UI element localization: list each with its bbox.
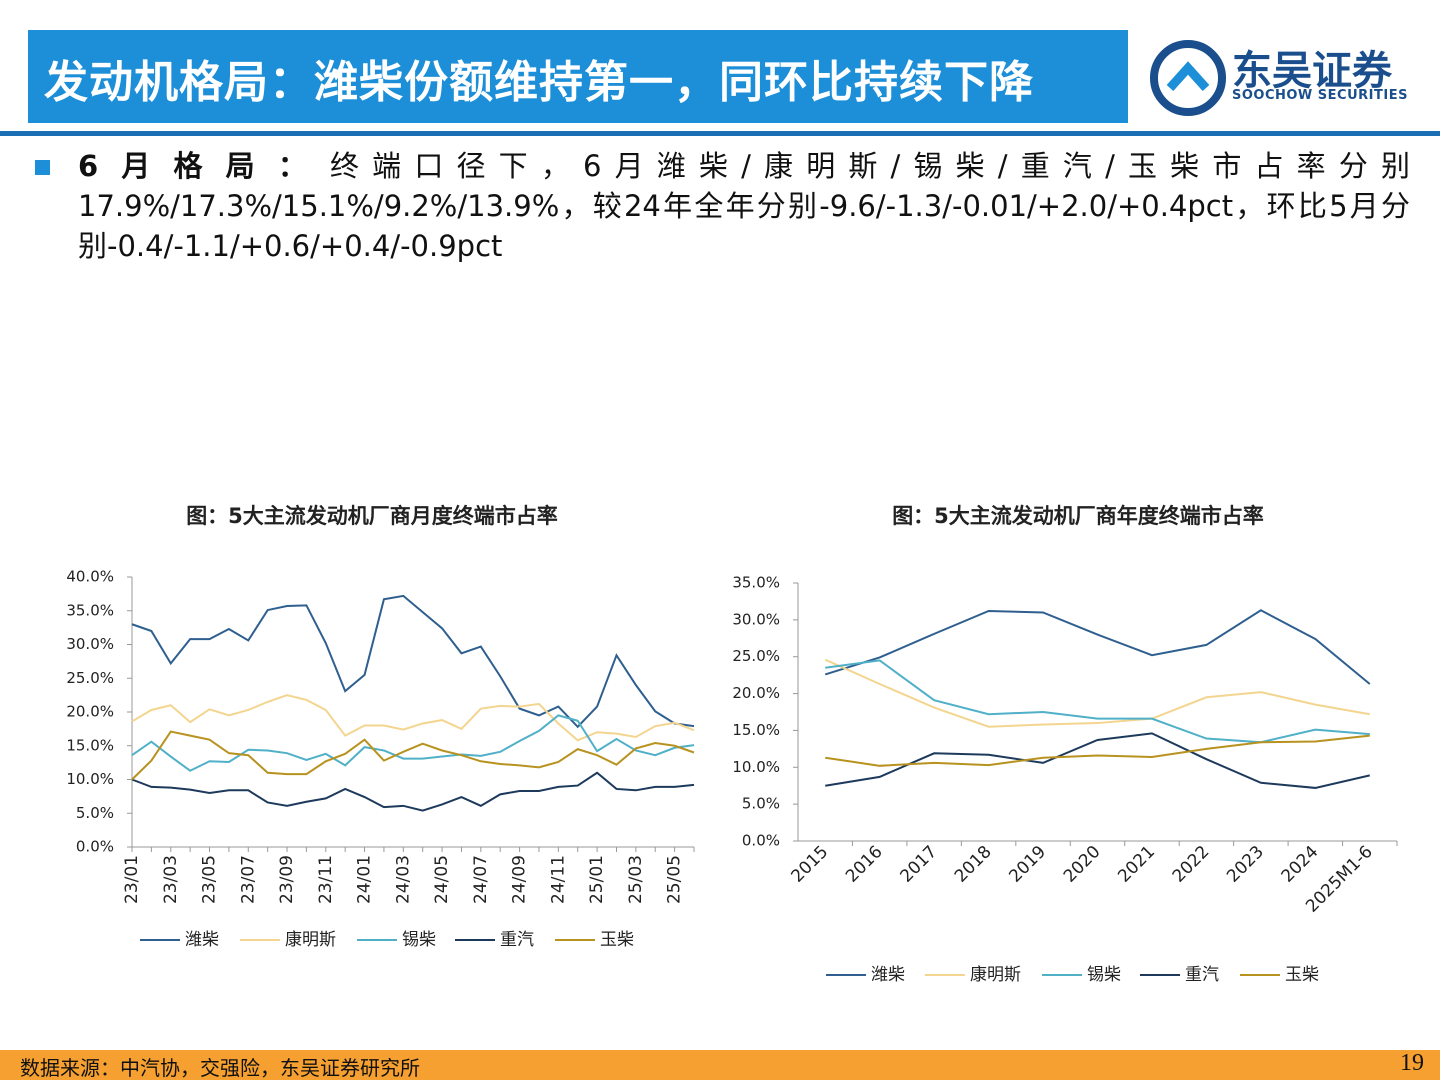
- x-tick-label: 2021: [1114, 842, 1159, 887]
- series-line: [824, 658, 1370, 728]
- y-tick-label: 5.0%: [76, 804, 114, 822]
- series-line: [825, 734, 1370, 767]
- x-tick-label: 24/05: [432, 855, 452, 904]
- footer-bar: [0, 1050, 1440, 1080]
- legend-label: 重汽: [500, 930, 534, 950]
- y-tick-label: 30.0%: [66, 635, 114, 653]
- y-tick-label: 10.0%: [732, 758, 780, 776]
- y-tick-label: 15.0%: [732, 721, 780, 739]
- legend-label: 锡柴: [402, 930, 436, 950]
- series-line: [131, 730, 695, 781]
- x-tick-label: 2023: [1223, 842, 1268, 887]
- series-line: [131, 714, 695, 772]
- x-tick-label: 24/11: [548, 855, 568, 904]
- series-line: [825, 732, 1370, 789]
- bullet-text: 6月格局：终端口径下，6月潍柴/康明斯/锡柴/重汽/玉柴市占率分别17.9%/1…: [78, 146, 1410, 266]
- logo-text: 东吴证券: [1232, 48, 1392, 94]
- y-tick-label: 40.0%: [66, 568, 114, 586]
- page-number: 19: [1400, 1050, 1424, 1076]
- legend-label: 玉柴: [600, 930, 634, 950]
- title-band: [28, 30, 1128, 123]
- y-tick-label: 35.0%: [732, 574, 780, 592]
- x-tick-label: 23/05: [200, 855, 220, 904]
- bullet-lead: 6月格局：: [78, 149, 331, 183]
- x-tick-label: 2015: [788, 842, 833, 887]
- series-line: [824, 609, 1371, 685]
- legend-label: 玉柴: [1285, 965, 1319, 985]
- x-tick-label: 2020: [1060, 842, 1105, 887]
- x-tick-label: 23/03: [161, 855, 181, 904]
- legend-label: 锡柴: [1087, 965, 1121, 985]
- logo-subtext: SOOCHOW SECURITIES: [1232, 88, 1408, 103]
- y-tick-label: 10.0%: [66, 770, 114, 788]
- x-tick-label: 23/11: [316, 855, 336, 904]
- x-tick-label: 24/03: [393, 855, 413, 904]
- series-line: [131, 594, 695, 729]
- series-line: [131, 771, 695, 812]
- y-tick-label: 25.0%: [66, 669, 114, 687]
- x-tick-label: 24/01: [355, 855, 375, 904]
- legend-label: 重汽: [1185, 965, 1219, 985]
- x-tick-label: 25/03: [626, 855, 646, 904]
- y-tick-label: 30.0%: [732, 610, 780, 628]
- charts: 图：5大主流发动机厂商月度终端市占率 0.0% 5.0% 10.0% 15.0% 20.0…: [66, 504, 1398, 985]
- bullet-marker: [35, 160, 50, 175]
- x-tick-label: 23/09: [277, 855, 297, 904]
- series-line: [131, 694, 695, 742]
- y-tick-label: 35.0%: [66, 601, 114, 619]
- x-tick-label: 2019: [1005, 842, 1050, 887]
- x-tick-label: 2017: [896, 842, 941, 887]
- x-tick-label: 2018: [951, 842, 996, 887]
- x-tick-label: 23/01: [122, 855, 142, 904]
- x-tick-label: 25/01: [587, 855, 607, 904]
- series-line: [825, 659, 1370, 744]
- y-tick-label: 0.0%: [76, 838, 114, 856]
- source-note: 数据来源：中汽协，交强险，东吴证券研究所: [20, 1056, 420, 1080]
- y-tick-label: 20.0%: [732, 684, 780, 702]
- logo-mark: [1150, 39, 1226, 117]
- x-tick-label: 25/05: [665, 855, 685, 904]
- legend-label: 康明斯: [285, 930, 336, 950]
- legend-label: 潍柴: [185, 930, 219, 950]
- x-tick-label: 2024: [1278, 842, 1323, 887]
- y-tick-label: 5.0%: [742, 795, 780, 813]
- bullet-body: 终端口径下，6月潍柴/康明斯/锡柴/重汽/玉柴市占率分别17.9%/17.3%/…: [78, 149, 1410, 263]
- x-tick-label: 2016: [842, 842, 887, 887]
- slide-title: 发动机格局：潍柴份额维持第一，同环比持续下降: [44, 57, 1034, 108]
- y-tick-label: 0.0%: [742, 832, 780, 850]
- x-tick-label: 23/07: [238, 855, 258, 904]
- y-tick-label: 20.0%: [66, 703, 114, 721]
- chart-title: 图：5大主流发动机厂商年度终端市占率: [892, 504, 1264, 528]
- x-tick-label: 24/09: [510, 855, 530, 904]
- header-rule: [0, 131, 1440, 136]
- legend-label: 潍柴: [871, 965, 905, 985]
- x-tick-label: 2022: [1169, 842, 1214, 887]
- y-tick-label: 25.0%: [732, 647, 780, 665]
- chart-title: 图：5大主流发动机厂商月度终端市占率: [186, 504, 558, 528]
- legend-label: 康明斯: [970, 965, 1021, 985]
- y-tick-label: 15.0%: [66, 736, 114, 754]
- x-tick-label: 24/07: [471, 855, 491, 904]
